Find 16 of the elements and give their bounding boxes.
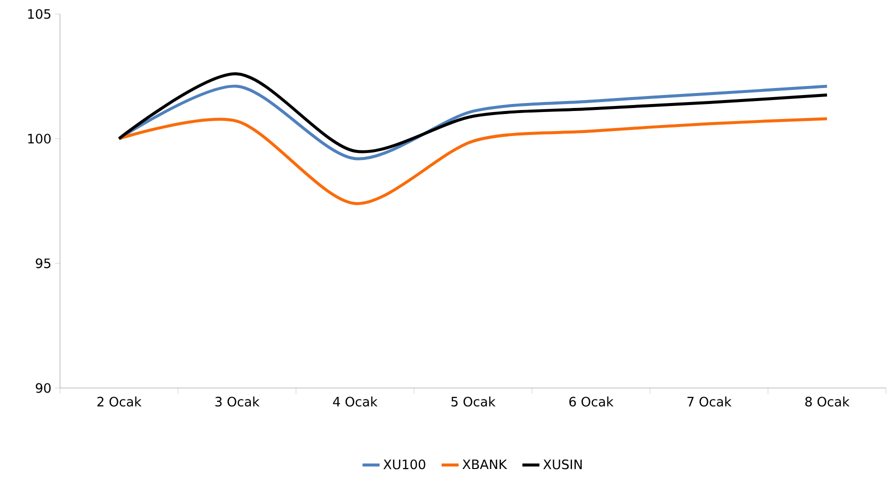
y-tick-label: 105 [28, 9, 50, 19]
legend-label: XBANK [462, 460, 508, 470]
line-series [118, 117, 828, 205]
x-tick-label: 4 Ocak [333, 396, 378, 407]
x-tick-label: 3 Ocak [215, 396, 260, 407]
y-tick-label: 100 [28, 134, 51, 144]
y-tick-label: 95 [36, 258, 50, 268]
x-tick-label: 2 Ocak [97, 396, 142, 407]
x-tick-label: 7 Ocak [688, 396, 732, 407]
legend-label: XU100 [383, 459, 426, 470]
x-tick-label: 6 Ocak [569, 396, 614, 407]
y-tick-label: 90 [36, 383, 51, 393]
x-tick-label: 5 Ocak [451, 396, 496, 407]
legend-label: XUSIN [543, 459, 582, 470]
line-series [118, 72, 828, 154]
x-tick-label: 8 Ocak [805, 396, 850, 407]
